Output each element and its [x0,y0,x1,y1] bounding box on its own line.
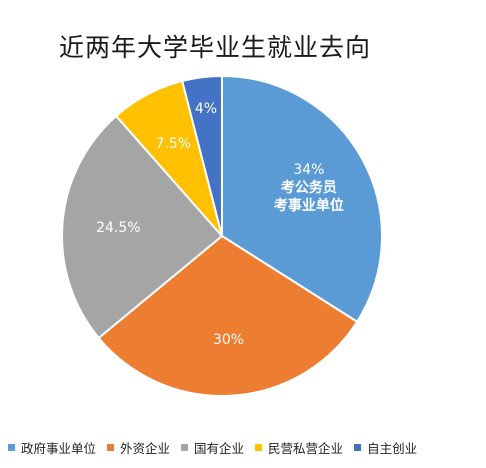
legend: 政府事业单位 外资企业 国有企业 民营私营企业 自主创业 [8,438,486,457]
legend-label-4: 自主创业 [367,441,418,456]
legend-swatch-2 [181,444,189,451]
legend-label-2: 国有企业 [194,441,245,456]
data-label-2: 24.5% [96,220,140,236]
pie-slice-4 [180,74,223,237]
legend-item-1: 外资企业 [107,438,170,457]
legend-item-0: 政府事业单位 [8,438,96,457]
data-sublabel-0-2: 考事业单位 [274,197,344,214]
legend-label-3: 民营私营企业 [268,441,344,456]
legend-label-0: 政府事业单位 [21,441,97,456]
legend-item-3: 民营私营企业 [255,438,343,457]
data-label-4: 4% [195,101,217,117]
data-label-0: 34% [293,162,324,178]
legend-item-2: 国有企业 [181,438,244,457]
legend-label-1: 外资企业 [120,441,171,456]
pie-slice-1 [97,234,359,397]
pie-slice-2 [61,114,224,340]
legend-swatch-0 [8,444,15,451]
data-label-3: 7.5% [156,136,192,152]
data-sublabel-0-1: 考公务员 [281,179,337,196]
legend-swatch-4 [354,444,362,451]
legend-swatch-3 [255,444,263,451]
data-label-1: 30% [213,332,244,348]
legend-item-4: 自主创业 [354,438,417,457]
legend-swatch-1 [107,444,115,451]
chart-title: 近两年大学毕业生就业去向 [58,33,371,62]
